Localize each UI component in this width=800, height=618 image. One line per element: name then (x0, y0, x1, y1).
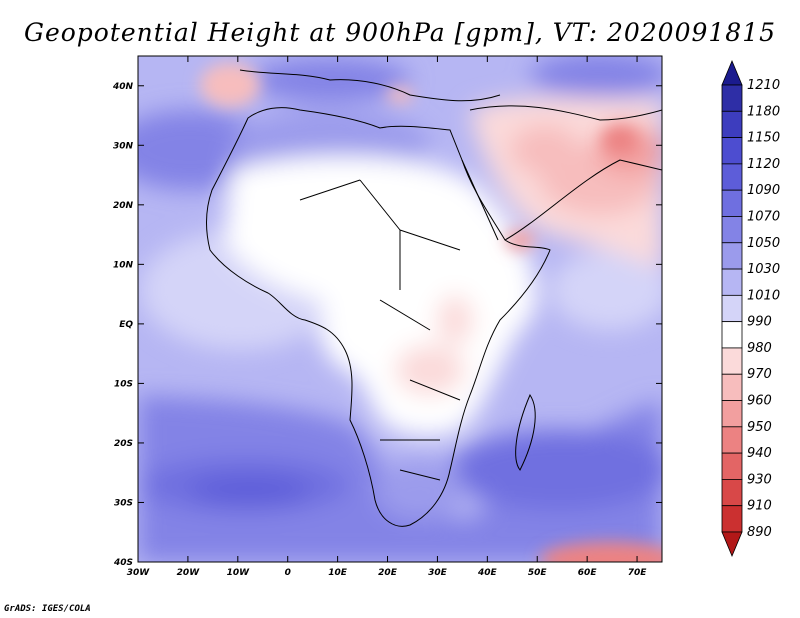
lat-tick-label: 30S (114, 498, 133, 508)
colorbar-label: 1120 (747, 157, 780, 172)
lat-tick-label: 10N (113, 260, 134, 270)
coastlines (206, 69, 662, 527)
colorbar-label: 1180 (747, 104, 780, 119)
colorbar-swatch (721, 321, 743, 349)
colorbar-label: 950 (747, 420, 772, 435)
lon-tick-label: 60E (578, 568, 598, 578)
lon-tick-label: 70E (628, 568, 648, 578)
longitude-axis: 30W 20W 10W 0 10E 20E 30E 40E 50E 60E 70E (127, 56, 647, 578)
colorbar-swatch (721, 426, 743, 454)
colorbar-swatch (721, 400, 743, 428)
colorbar-label: 1010 (747, 288, 780, 303)
lon-tick-label: 0 (285, 568, 291, 578)
colorbar-swatch (721, 242, 743, 270)
colorbar-label: 890 (747, 525, 772, 540)
colorbar-label: 1210 (747, 78, 780, 93)
colorbar-swatch (721, 216, 743, 244)
colorbar-label: 1070 (747, 209, 780, 224)
lon-tick-label: 40E (477, 568, 498, 578)
colorbar-label: 930 (747, 472, 772, 487)
colorbar-swatch (721, 373, 743, 401)
lat-tick-label: 20N (113, 201, 134, 211)
colorbar-label: 1150 (747, 131, 780, 146)
colorbar-label: 960 (747, 394, 772, 409)
colorbar-swatch (721, 163, 743, 191)
lon-tick-label: 10W (227, 568, 251, 578)
lat-tick-label: 30N (113, 141, 134, 151)
colorbar-swatch (721, 294, 743, 323)
grads-credit: GrADS: IGES/COLA (4, 604, 91, 614)
colorbar-swatch (721, 110, 743, 138)
colorbar-label: 1030 (747, 262, 780, 277)
lat-tick-label: 40S (113, 558, 133, 568)
lat-tick-label: 20S (114, 439, 133, 449)
colorbar-swatch (721, 347, 743, 375)
lat-tick-label: EQ (119, 320, 133, 330)
colorbar-label: 910 (747, 499, 772, 514)
colorbar: 1210 1180 1150 1120 1090 1070 1050 1030 1010 990 9… (721, 59, 780, 558)
colorbar-swatch (721, 137, 743, 165)
colorbar-label: 1090 (747, 183, 780, 198)
colorbar-swatch (721, 189, 743, 217)
lat-tick-label: 40N (112, 82, 134, 92)
lon-tick-label: 20W (177, 568, 201, 578)
latitude-axis: 40N 30N 20N 10N EQ 10S 20S 30S 40S (112, 82, 662, 568)
colorbar-top-arrow (721, 59, 743, 86)
colorbar-swatch (721, 84, 743, 112)
colorbar-label: 990 (747, 315, 772, 330)
colorbar-swatch (721, 505, 743, 533)
colorbar-label: 940 (747, 446, 772, 461)
colorbar-swatch (721, 479, 743, 507)
colorbar-bottom-arrow (721, 531, 743, 558)
colorbar-label: 980 (747, 341, 772, 356)
lat-tick-label: 10S (114, 379, 133, 389)
map-title: Geopotential Height at 900hPa [gpm], VT:… (23, 18, 777, 47)
lon-tick-label: 30W (127, 568, 151, 578)
lon-tick-label: 20E (378, 568, 398, 578)
lon-tick-label: 50E (528, 568, 548, 578)
lon-tick-label: 30E (428, 568, 448, 578)
map-frame (137, 55, 663, 563)
colorbar-swatch (721, 268, 743, 296)
lon-tick-label: 10E (328, 568, 348, 578)
colorbar-label: 1050 (747, 236, 780, 251)
colorbar-swatch (721, 452, 743, 480)
height-field (138, 56, 662, 562)
colorbar-label: 970 (747, 367, 772, 382)
